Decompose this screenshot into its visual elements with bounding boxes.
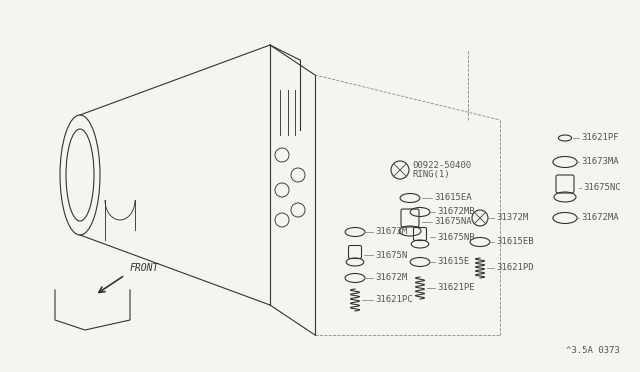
Text: FRONT: FRONT xyxy=(130,263,159,273)
Text: 31675N: 31675N xyxy=(375,250,407,260)
Text: RING(1): RING(1) xyxy=(412,170,450,180)
Text: 31621PF: 31621PF xyxy=(581,134,619,142)
Text: 31372M: 31372M xyxy=(496,214,528,222)
Text: 00922-50400: 00922-50400 xyxy=(412,160,471,170)
Text: 31672M: 31672M xyxy=(375,273,407,282)
Text: 31621PE: 31621PE xyxy=(437,283,475,292)
Text: ^3.5A 0373: ^3.5A 0373 xyxy=(566,346,620,355)
Text: 31615E: 31615E xyxy=(437,257,469,266)
Text: 31675NA: 31675NA xyxy=(434,218,472,227)
Text: 31615EA: 31615EA xyxy=(434,193,472,202)
Text: 31672MA: 31672MA xyxy=(581,214,619,222)
Text: 31621PC: 31621PC xyxy=(375,295,413,305)
Text: 31672MB: 31672MB xyxy=(437,208,475,217)
Text: 31621PD: 31621PD xyxy=(496,263,534,273)
Text: 31675NB: 31675NB xyxy=(437,232,475,241)
Text: 31673MA: 31673MA xyxy=(581,157,619,167)
Text: 31615EB: 31615EB xyxy=(496,237,534,247)
Text: 31675NC: 31675NC xyxy=(583,183,621,192)
Text: 31673M: 31673M xyxy=(375,228,407,237)
